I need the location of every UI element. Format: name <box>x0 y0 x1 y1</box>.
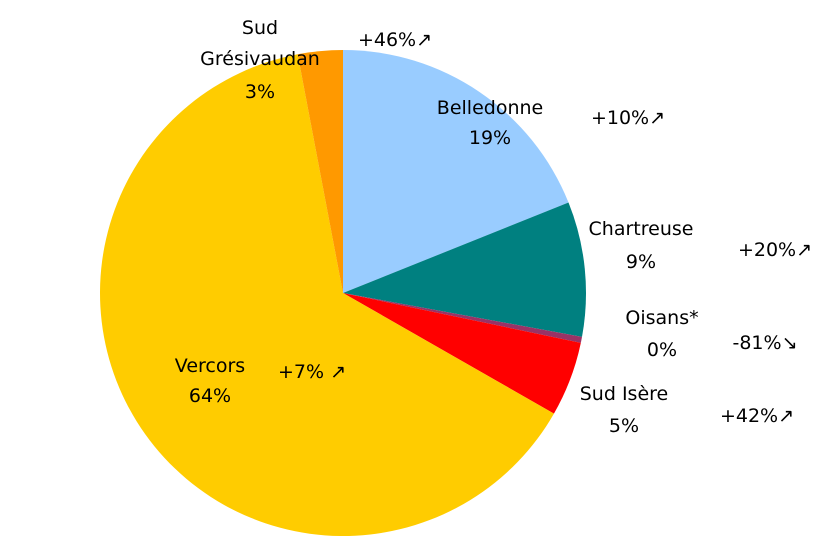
slice-value-label: 0% <box>646 339 678 361</box>
slice-value-label: 9% <box>625 251 657 273</box>
slice-label: Sud Isère <box>579 383 669 405</box>
change-label: +42%↗ <box>719 405 795 427</box>
slice-value-label: 19% <box>468 127 512 149</box>
slice-value-label: 5% <box>608 415 640 437</box>
slice-label: Belledonne <box>436 97 544 119</box>
change-label: +7% ↗ <box>277 361 347 383</box>
slice-label: Chartreuse <box>588 218 694 240</box>
slice-label: Vercors <box>174 355 246 377</box>
slice-label: Oisans* <box>625 307 699 329</box>
pie-slice <box>343 293 581 414</box>
pie-slice <box>100 54 554 536</box>
slice-value-label: 64% <box>188 385 232 407</box>
slice-value-label: 3% <box>244 81 276 103</box>
pie-slice <box>343 293 583 343</box>
pie-slice <box>343 50 569 293</box>
change-label: +10%↗ <box>590 107 666 129</box>
pie-slice <box>343 202 586 337</box>
pie-slice <box>297 50 343 293</box>
change-label: +46%↗ <box>357 29 433 51</box>
change-label: +20%↗ <box>737 239 813 261</box>
change-label: -81%↘ <box>732 332 798 354</box>
slice-label: Sud Grésivaudan <box>200 17 320 70</box>
